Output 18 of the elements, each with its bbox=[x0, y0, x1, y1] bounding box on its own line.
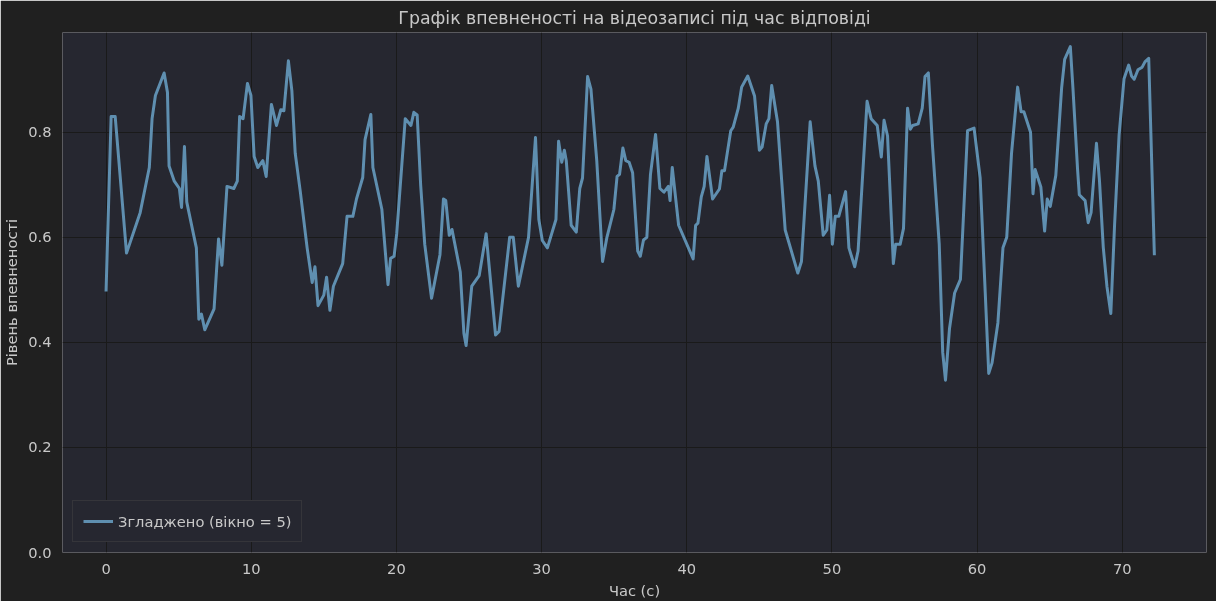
y-tick-label: 0.4 bbox=[28, 333, 52, 351]
x-tick-label: 50 bbox=[822, 559, 842, 577]
y-tick-label: 0.2 bbox=[28, 438, 52, 456]
y-tick-label: 0.0 bbox=[28, 543, 52, 561]
y-tick-label: 0.8 bbox=[28, 123, 52, 141]
x-tick-label: 70 bbox=[1112, 559, 1132, 577]
legend-label: Згладжено (вікно = 5) bbox=[118, 512, 292, 530]
y-tick-label: 0.6 bbox=[28, 228, 52, 246]
chart-title: Графік впевненості на відеозаписі під час відповіді bbox=[398, 7, 871, 28]
y-axis-title: Рівень впевненості bbox=[3, 218, 21, 367]
x-tick-label: 10 bbox=[241, 559, 261, 577]
line-series bbox=[104, 45, 1156, 382]
x-tick-label: 60 bbox=[967, 559, 987, 577]
x-tick-label: 20 bbox=[387, 559, 406, 577]
x-tick-label: 30 bbox=[532, 559, 551, 577]
x-tick-label: 40 bbox=[677, 559, 697, 577]
x-axis-title: Час (с) bbox=[608, 581, 661, 599]
x-tick-label: 0 bbox=[101, 559, 111, 577]
